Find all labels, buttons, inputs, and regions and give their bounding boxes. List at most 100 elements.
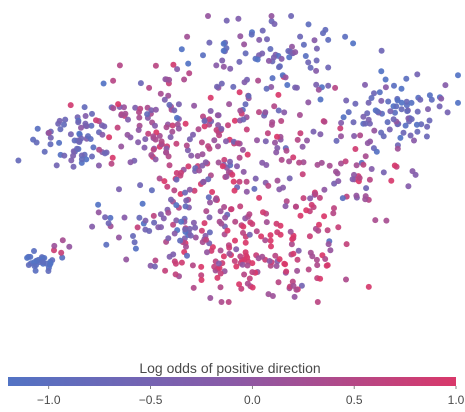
scatter-point <box>283 203 289 209</box>
scatter-point <box>185 163 191 169</box>
scatter-point <box>60 237 66 243</box>
scatter-point <box>183 244 189 250</box>
scatter-point <box>445 109 451 115</box>
scatter-point <box>146 85 152 91</box>
scatter-point <box>207 200 213 206</box>
scatter-point <box>182 226 188 232</box>
scatter-point <box>306 267 312 273</box>
scatter-point <box>198 264 204 270</box>
scatter-point <box>350 40 356 46</box>
scatter-point <box>265 130 271 136</box>
scatter-point <box>344 241 350 247</box>
scatter-point <box>325 37 331 43</box>
scatter-point <box>326 241 332 247</box>
scatter-point <box>301 42 307 48</box>
scatter-point <box>237 89 243 95</box>
scatter-point <box>103 242 109 248</box>
scatter-point <box>95 202 101 208</box>
scatter-point <box>408 133 414 139</box>
scatter-point <box>372 217 378 223</box>
scatter-point <box>455 72 461 78</box>
scatter-point <box>272 21 278 27</box>
scatter-point <box>296 248 302 254</box>
scatter-point <box>237 108 243 114</box>
scatter-point <box>152 264 158 270</box>
scatter-point <box>89 224 95 230</box>
scatter-point <box>318 97 324 103</box>
scatter-point <box>102 214 108 220</box>
scatter-point <box>337 125 343 131</box>
scatter-point <box>148 152 154 158</box>
scatter-point <box>247 276 253 282</box>
scatter-point <box>32 263 38 269</box>
scatter-point <box>188 233 194 239</box>
scatter-point <box>128 159 134 165</box>
scatter-point <box>378 68 384 74</box>
scatter-point <box>244 189 250 195</box>
scatter-point <box>68 157 74 163</box>
scatter-point <box>218 221 224 227</box>
scatter-point <box>78 125 84 131</box>
scatter-point <box>297 34 303 40</box>
scatter-point <box>225 122 231 128</box>
scatter-point <box>313 82 319 88</box>
scatter-point <box>224 174 230 180</box>
scatter-point <box>276 64 282 70</box>
scatter-point <box>186 70 192 76</box>
scatter-point <box>218 248 224 254</box>
scatter-point <box>151 147 157 153</box>
scatter-point <box>152 258 158 264</box>
scatter-point <box>379 48 385 54</box>
scatter-point <box>281 109 287 115</box>
scatter-point <box>106 134 112 140</box>
scatter-point <box>296 160 302 166</box>
scatter-point <box>391 83 397 89</box>
scatter-point <box>192 225 198 231</box>
scatter-point <box>173 261 179 267</box>
scatter-point <box>221 204 227 210</box>
scatter-point <box>241 272 247 278</box>
scatter-point <box>176 126 182 132</box>
scatter-point <box>290 154 296 160</box>
scatter-point <box>288 13 294 19</box>
scatter-point <box>241 169 247 175</box>
scatter-point <box>240 224 246 230</box>
scatter-point <box>229 172 235 178</box>
scatter-point <box>275 92 281 98</box>
scatter-point <box>138 80 144 86</box>
scatter-point <box>351 119 357 125</box>
scatter-point <box>165 235 171 241</box>
scatter-point <box>294 85 300 91</box>
scatter-point <box>255 78 261 84</box>
scatter-point <box>317 276 323 282</box>
scatter-point <box>284 82 290 88</box>
scatter-point <box>267 258 273 264</box>
scatter-point <box>297 130 303 136</box>
scatter-point <box>205 13 211 19</box>
scatter-point <box>66 244 72 250</box>
scatter-point <box>322 27 328 33</box>
scatter-point <box>54 162 60 168</box>
scatter-point <box>417 97 423 103</box>
scatter-point <box>424 124 430 130</box>
scatter-point <box>125 132 131 138</box>
scatter-point <box>207 214 213 220</box>
scatter-point <box>96 163 102 169</box>
scatter-point <box>226 101 232 107</box>
scatter-point <box>184 34 190 40</box>
scatter-point <box>353 193 359 199</box>
scatter-point <box>187 136 193 142</box>
scatter-point <box>137 182 143 188</box>
scatter-point <box>232 219 238 225</box>
scatter-point <box>174 177 180 183</box>
scatter-point <box>455 100 461 106</box>
scatter-point <box>409 116 415 122</box>
scatter-point <box>424 134 430 140</box>
scatter-point <box>237 155 243 161</box>
scatter-point <box>269 122 275 128</box>
scatter-point <box>101 81 107 87</box>
colorbar-ticks: −1.0 −0.5 0.0 0.5 1.0 <box>37 386 465 407</box>
scatter-point <box>223 138 229 144</box>
scatter-point <box>246 211 252 217</box>
